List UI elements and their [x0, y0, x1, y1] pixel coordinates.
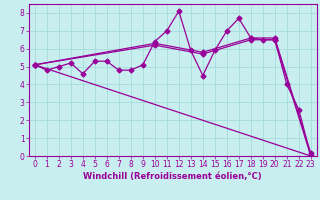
- X-axis label: Windchill (Refroidissement éolien,°C): Windchill (Refroidissement éolien,°C): [84, 172, 262, 181]
